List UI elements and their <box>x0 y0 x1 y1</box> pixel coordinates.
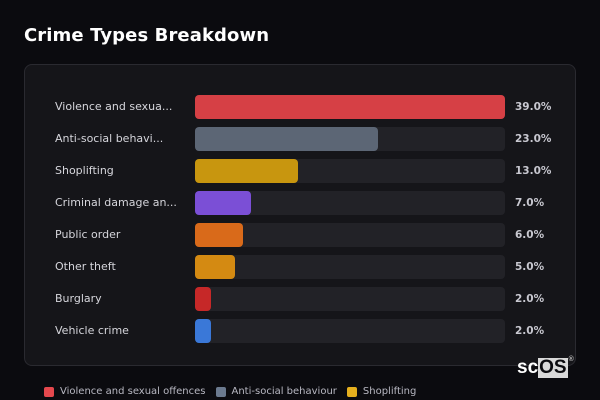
watermark-logo: sc OS ® <box>517 356 574 378</box>
legend-item[interactable]: Violence and sexual offences <box>44 386 206 397</box>
bar-track <box>195 191 505 215</box>
registered-icon: ® <box>568 356 574 363</box>
watermark-sc: sc <box>517 357 539 378</box>
bar-value: 7.0% <box>515 197 545 209</box>
bar-row[interactable]: Anti-social behavi... 23.0% <box>25 127 575 151</box>
bar-track <box>195 255 505 279</box>
legend-swatch-icon <box>215 386 226 397</box>
bar-track <box>195 159 505 183</box>
legend-swatch-icon <box>44 386 54 397</box>
chart-legend: Violence and sexual offences Anti-social … <box>44 386 426 397</box>
bar-track <box>195 95 505 119</box>
bar-label: Burglary <box>55 292 102 305</box>
bar-row[interactable]: Shoplifting 13.0% <box>25 159 575 183</box>
bar-track <box>195 287 505 311</box>
bar-fill[interactable] <box>195 223 243 247</box>
bar-row[interactable]: Vehicle crime 2.0% <box>25 319 575 343</box>
bar-label: Shoplifting <box>55 164 114 177</box>
bar-label: Violence and sexua... <box>55 100 173 113</box>
bar-fill[interactable] <box>195 287 211 311</box>
bar-track <box>195 127 505 151</box>
bar-fill[interactable] <box>195 255 235 279</box>
bar-value: 2.0% <box>515 325 545 337</box>
bar-label: Other theft <box>55 260 116 273</box>
legend-swatch-icon <box>346 386 357 397</box>
bar-value: 23.0% <box>515 133 552 145</box>
bar-value: 6.0% <box>515 229 545 241</box>
bar-row[interactable]: Criminal damage an... 7.0% <box>25 191 575 215</box>
bar-fill[interactable] <box>195 127 378 151</box>
bar-label: Public order <box>55 228 121 241</box>
bar-row[interactable]: Other theft 5.0% <box>25 255 575 279</box>
bar-value: 13.0% <box>515 165 552 177</box>
legend-item[interactable]: Shoplifting <box>346 386 417 397</box>
watermark-os: OS <box>538 357 568 378</box>
bar-fill[interactable] <box>195 319 211 343</box>
bar-fill[interactable] <box>195 95 505 119</box>
legend-label: Shoplifting <box>362 386 417 397</box>
chart-card: Violence and sexua... 39.0% Anti-social be… <box>24 64 576 366</box>
bar-fill[interactable] <box>195 159 299 183</box>
chart-title: Crime Types Breakdown <box>24 25 270 46</box>
bar-value: 5.0% <box>515 261 545 273</box>
bar-value: 2.0% <box>515 293 545 305</box>
bar-fill[interactable] <box>195 191 251 215</box>
bar-row[interactable]: Public order 6.0% <box>25 223 575 247</box>
bar-track <box>195 319 505 343</box>
legend-label: Anti-social behaviour <box>231 386 337 397</box>
bar-track <box>195 223 505 247</box>
bar-value: 39.0% <box>515 101 552 113</box>
bar-row[interactable]: Violence and sexua... 39.0% <box>25 95 575 119</box>
legend-label: Violence and sexual offences <box>60 386 206 397</box>
bar-label: Criminal damage an... <box>55 196 177 209</box>
bar-row[interactable]: Burglary 2.0% <box>25 287 575 311</box>
bar-label: Vehicle crime <box>55 324 129 337</box>
legend-item[interactable]: Anti-social behaviour <box>215 386 337 397</box>
bar-label: Anti-social behavi... <box>55 132 164 145</box>
